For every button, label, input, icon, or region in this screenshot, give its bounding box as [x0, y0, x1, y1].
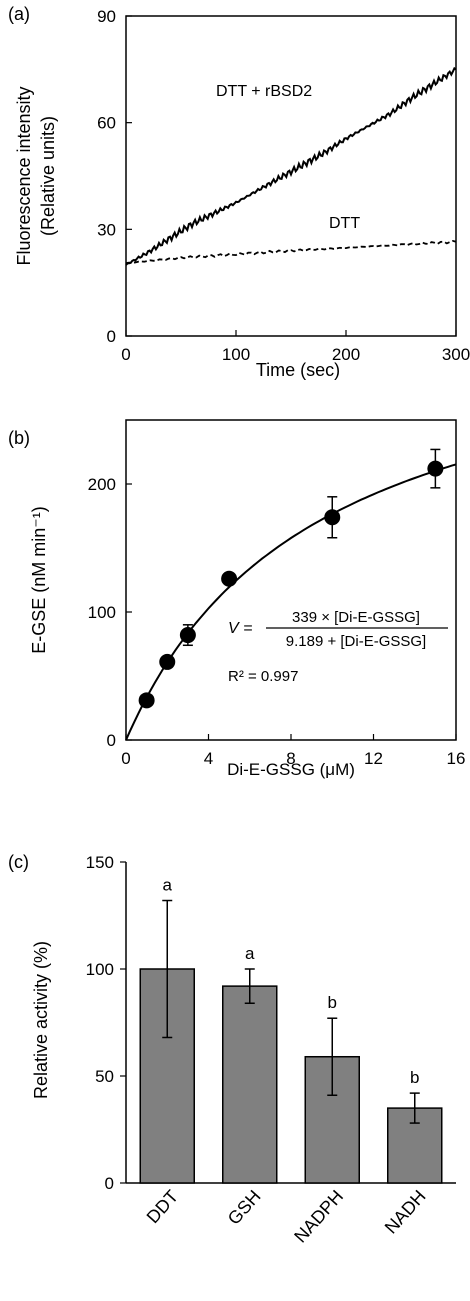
y-tick-label: 150	[86, 853, 114, 872]
equation-denominator: 9.189 + [Di-E-GSSG]	[286, 633, 426, 650]
y-tick-label: 100	[86, 960, 114, 979]
x-tick-label: 0	[121, 749, 130, 768]
fit-curve	[125, 463, 457, 741]
x-tick-label: NADH	[381, 1186, 430, 1237]
panel-c-label: (c)	[8, 852, 29, 872]
x-tick-label: 4	[204, 749, 213, 768]
x-tick-label: 0	[121, 345, 130, 364]
x-tick-label: 200	[332, 345, 360, 364]
panel-a: (a) 0 100 200 300 0 30 60 90 DTT + rBSD2 DTT Ti…	[8, 4, 470, 380]
y-tick-label: 0	[107, 327, 116, 346]
panel-a-xlabel: Time (sec)	[256, 360, 340, 380]
equation-numerator: 339 × [Di-E-GSSG]	[292, 609, 420, 626]
y-tick-label: 0	[107, 731, 116, 750]
x-tick-label: 300	[442, 345, 470, 364]
panel-a-ylabel-line1: Fluorescence intensity	[14, 86, 34, 265]
panel-b-axes: 0 4 8 12 16 0 100 200	[88, 475, 466, 768]
panel-a-label: (a)	[8, 4, 30, 24]
x-tick-label: NADPH	[290, 1186, 347, 1246]
x-tick-label: 16	[447, 749, 466, 768]
x-tick-label: 100	[222, 345, 250, 364]
panel-a-axes: 0 100 200 300 0 30 60 90	[97, 7, 470, 364]
data-point	[138, 692, 155, 709]
series-label-dtt-rbsd2: DTT + rBSD2	[216, 83, 312, 100]
panel-b: (b) 0 4 8 12 16 0 100 200 V = 339 × [Di-E-GSSG]…	[8, 419, 466, 779]
bar-gsh	[222, 985, 278, 1184]
x-tick-label: 8	[286, 749, 295, 768]
data-point	[221, 570, 238, 587]
y-tick-label: 50	[95, 1067, 114, 1086]
x-tick-label: GSH	[224, 1186, 265, 1228]
series-line-dtt-rbsd2	[125, 66, 457, 266]
significance-letter: b	[328, 993, 337, 1012]
x-tick-label: 12	[364, 749, 383, 768]
data-point	[159, 653, 176, 670]
r-squared: R² = 0.997	[228, 668, 298, 685]
significance-letter: b	[410, 1068, 419, 1087]
data-point	[324, 509, 341, 526]
panel-a-ylabel-line2: (Relative units)	[38, 116, 58, 236]
panel-b-label: (b)	[8, 428, 30, 448]
y-tick-label: 30	[97, 220, 116, 239]
panel-b-xlabel: Di-E-GSSG (μM)	[227, 760, 355, 779]
panel-a-plot-area	[125, 15, 457, 337]
data-point	[427, 460, 444, 477]
panel-b-ylabel: E-GSE (nM min⁻¹)	[29, 506, 49, 654]
panel-c: (c) 0 50 100 150 a DDT a GSH b NADPH b NADH Relati…	[8, 852, 456, 1247]
panel-c-ylabel: Relative activity (%)	[31, 941, 51, 1099]
bars: a DDT a GSH b NADPH b NADH	[139, 876, 443, 1247]
data-points	[138, 448, 444, 709]
y-tick-label: 200	[88, 475, 116, 494]
y-tick-label: 60	[97, 114, 116, 133]
data-point	[179, 627, 196, 644]
x-tick-label: DDT	[143, 1186, 183, 1227]
significance-letter: a	[245, 944, 255, 963]
series-label-dtt: DTT	[329, 215, 360, 232]
equation-v: V =	[228, 620, 252, 637]
y-tick-label: 90	[97, 7, 116, 26]
significance-letter: a	[163, 876, 173, 895]
y-tick-label: 100	[88, 603, 116, 622]
y-tick-label: 0	[105, 1174, 114, 1193]
panel-b-plot-area	[125, 419, 457, 741]
series-line-dtt	[125, 239, 457, 264]
